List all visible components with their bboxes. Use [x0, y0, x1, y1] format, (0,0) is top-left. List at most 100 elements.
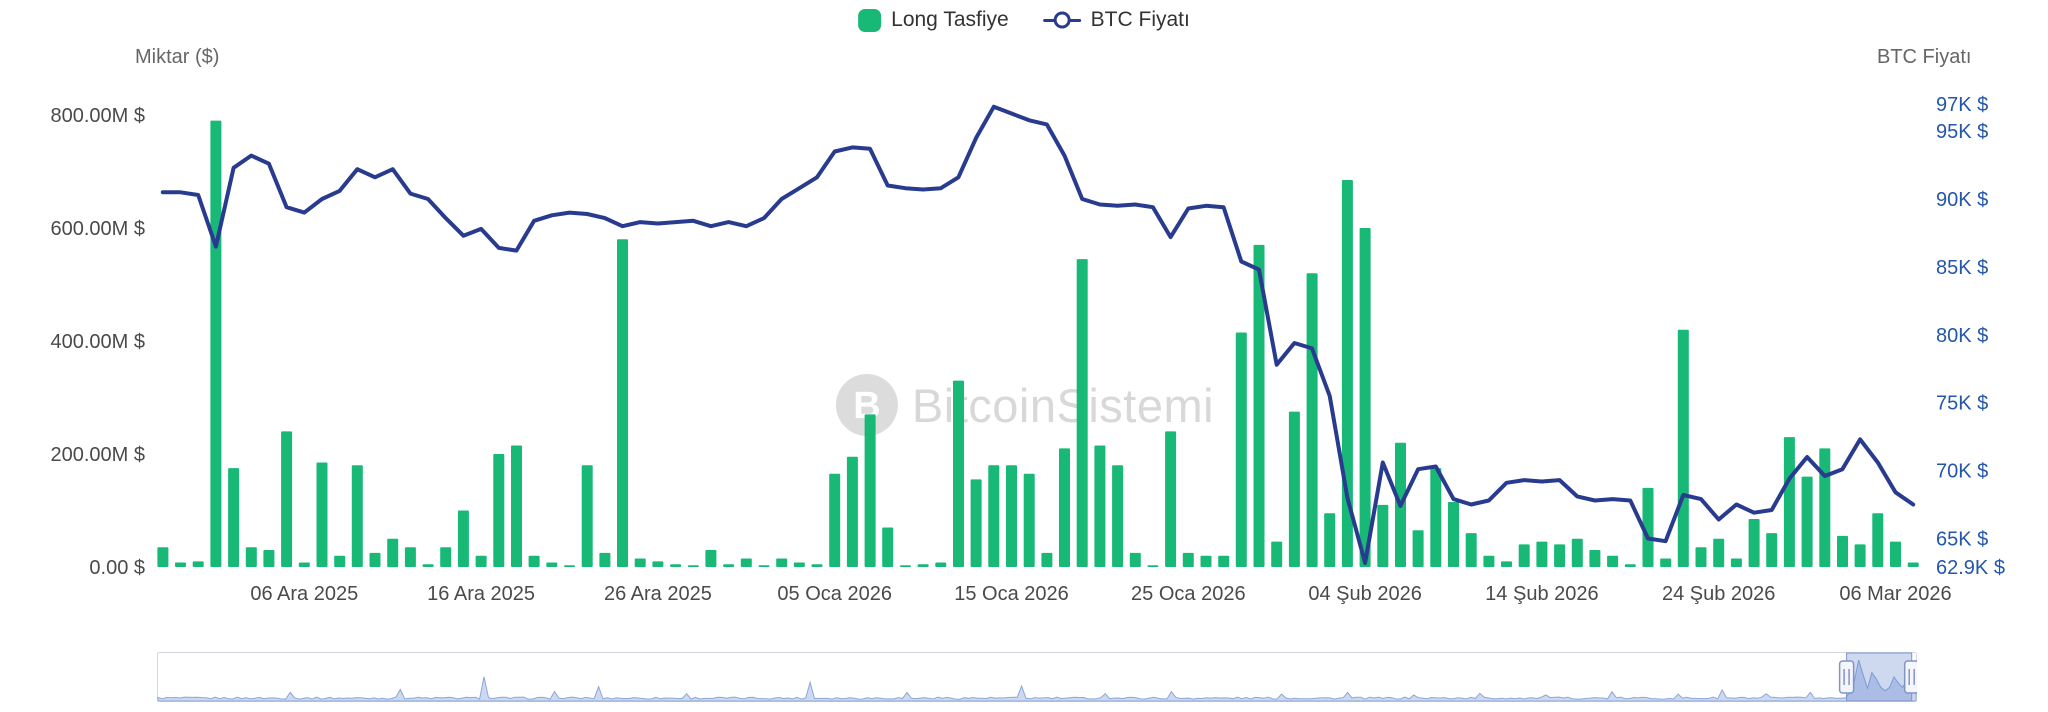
liquidation-bar[interactable] — [351, 465, 363, 567]
liquidation-bar[interactable] — [1536, 541, 1548, 567]
liquidation-bar[interactable] — [617, 239, 628, 568]
liquidation-bar[interactable] — [1341, 180, 1353, 567]
liquidation-bar[interactable] — [1359, 228, 1371, 567]
liquidation-bar[interactable] — [882, 527, 894, 568]
liquidation-bar[interactable] — [334, 555, 346, 567]
liquidation-bar[interactable] — [475, 555, 487, 567]
liquidation-bar[interactable] — [157, 547, 169, 567]
liquidation-bar[interactable] — [1872, 513, 1884, 567]
liquidation-bar[interactable] — [1677, 329, 1689, 567]
liquidation-bar[interactable] — [1182, 552, 1194, 567]
liquidation-bar[interactable] — [599, 552, 611, 567]
liquidation-bar[interactable] — [1023, 473, 1035, 567]
liquidation-bar[interactable] — [935, 562, 947, 568]
liquidation-bar[interactable] — [1271, 541, 1283, 567]
liquidation-bar[interactable] — [1076, 259, 1088, 567]
liquidation-bar[interactable] — [1377, 504, 1389, 567]
main-chart-plot-area[interactable]: 800.00M $ 600.00M $ 400.00M $ 200.00M $ 0.00… — [0, 0, 2048, 635]
liquidation-bar[interactable] — [970, 479, 982, 567]
liquidation-bar[interactable] — [1094, 445, 1106, 568]
liquidation-bar[interactable] — [793, 562, 805, 568]
liquidation-bar[interactable] — [1854, 544, 1866, 567]
liquidation-bar[interactable] — [1554, 544, 1566, 567]
liquidation-bar[interactable] — [917, 564, 929, 567]
liquidation-bar[interactable] — [1589, 550, 1601, 567]
liquidation-bar[interactable] — [228, 468, 240, 567]
liquidation-bar[interactable] — [457, 510, 469, 568]
liquidation-bar[interactable] — [1059, 448, 1070, 567]
liquidation-bar[interactable] — [829, 473, 841, 567]
navigator[interactable] — [157, 652, 1920, 704]
liquidation-bar[interactable] — [1766, 533, 1778, 567]
liquidation-bar[interactable] — [245, 547, 257, 567]
liquidation-bar[interactable] — [740, 558, 752, 568]
liquidation-bar[interactable] — [511, 445, 522, 568]
legend-item-long-tasfiye[interactable]: Long Tasfiye — [858, 8, 1009, 32]
liquidation-bar[interactable] — [1235, 332, 1247, 568]
liquidation-bar[interactable] — [440, 547, 452, 567]
liquidation-bar[interactable] — [1129, 552, 1141, 567]
liquidation-bar[interactable] — [1801, 476, 1813, 567]
liquidation-bar[interactable] — [1713, 538, 1725, 568]
liquidation-bar[interactable] — [1430, 468, 1442, 567]
liquidation-bar[interactable] — [953, 380, 964, 567]
liquidation-bar[interactable] — [564, 565, 575, 567]
liquidation-bar[interactable] — [1448, 502, 1459, 567]
liquidation-bar[interactable] — [1819, 448, 1831, 567]
liquidation-bar[interactable] — [1624, 564, 1636, 567]
liquidation-bar[interactable] — [1147, 565, 1159, 567]
liquidation-bar[interactable] — [1890, 541, 1901, 567]
liquidation-bar[interactable] — [1571, 538, 1583, 568]
navigator-track[interactable] — [157, 652, 1917, 702]
liquidation-bar[interactable] — [404, 547, 416, 567]
liquidation-bar[interactable] — [369, 552, 381, 567]
liquidation-bar[interactable] — [1483, 555, 1495, 567]
liquidation-bar[interactable] — [192, 561, 204, 567]
navigator-selected-range[interactable] — [1846, 652, 1913, 702]
liquidation-bar[interactable] — [316, 462, 328, 568]
liquidation-bar[interactable] — [528, 555, 540, 567]
liquidation-bar[interactable] — [1165, 431, 1177, 567]
liquidation-bar[interactable] — [281, 431, 293, 567]
liquidation-bar[interactable] — [758, 565, 770, 567]
liquidation-bar[interactable] — [864, 414, 876, 567]
liquidation-bar[interactable] — [546, 562, 558, 568]
legend-item-btc-fiyati[interactable]: BTC Fiyatı — [1042, 8, 1190, 32]
liquidation-bar[interactable] — [175, 562, 186, 568]
liquidation-bar[interactable] — [1306, 273, 1318, 567]
liquidation-bar[interactable] — [1783, 437, 1795, 567]
liquidation-bar[interactable] — [899, 565, 911, 567]
navigator-mini-chart[interactable] — [157, 652, 1920, 704]
handle-grip-body[interactable] — [1838, 660, 1855, 694]
liquidation-bar[interactable] — [422, 564, 434, 567]
liquidation-bar[interactable] — [723, 564, 735, 567]
liquidation-bar[interactable] — [846, 456, 858, 567]
liquidation-bar[interactable] — [687, 565, 699, 567]
liquidation-bar[interactable] — [1253, 244, 1265, 567]
liquidation-bar[interactable] — [652, 561, 664, 567]
navigator-handle-right[interactable] — [1903, 660, 1920, 694]
liquidation-bar[interactable] — [1041, 552, 1053, 567]
liquidation-bar[interactable] — [1288, 411, 1300, 567]
liquidation-bar[interactable] — [1112, 465, 1124, 567]
liquidation-bar[interactable] — [581, 465, 593, 567]
liquidation-bar[interactable] — [1465, 533, 1477, 567]
liquidation-bar[interactable] — [1660, 558, 1672, 568]
liquidation-bar[interactable] — [210, 120, 222, 567]
liquidation-bar[interactable] — [493, 454, 505, 567]
liquidation-bar[interactable] — [811, 564, 823, 567]
liquidation-bar[interactable] — [1412, 530, 1424, 567]
liquidation-bar[interactable] — [1730, 558, 1742, 568]
liquidation-bar[interactable] — [1324, 513, 1336, 567]
liquidation-bar[interactable] — [1200, 555, 1212, 567]
navigator-handle-left[interactable] — [1838, 660, 1855, 694]
liquidation-bar[interactable] — [670, 564, 682, 567]
liquidation-bar[interactable] — [298, 562, 310, 568]
liquidation-bar[interactable] — [705, 550, 717, 567]
liquidation-bar[interactable] — [1837, 535, 1848, 567]
liquidation-bar[interactable] — [1642, 487, 1654, 567]
liquidation-bar[interactable] — [263, 550, 275, 567]
liquidation-bar[interactable] — [1607, 555, 1619, 567]
btc-price-line[interactable] — [160, 104, 1916, 565]
liquidation-bar[interactable] — [1518, 544, 1530, 567]
